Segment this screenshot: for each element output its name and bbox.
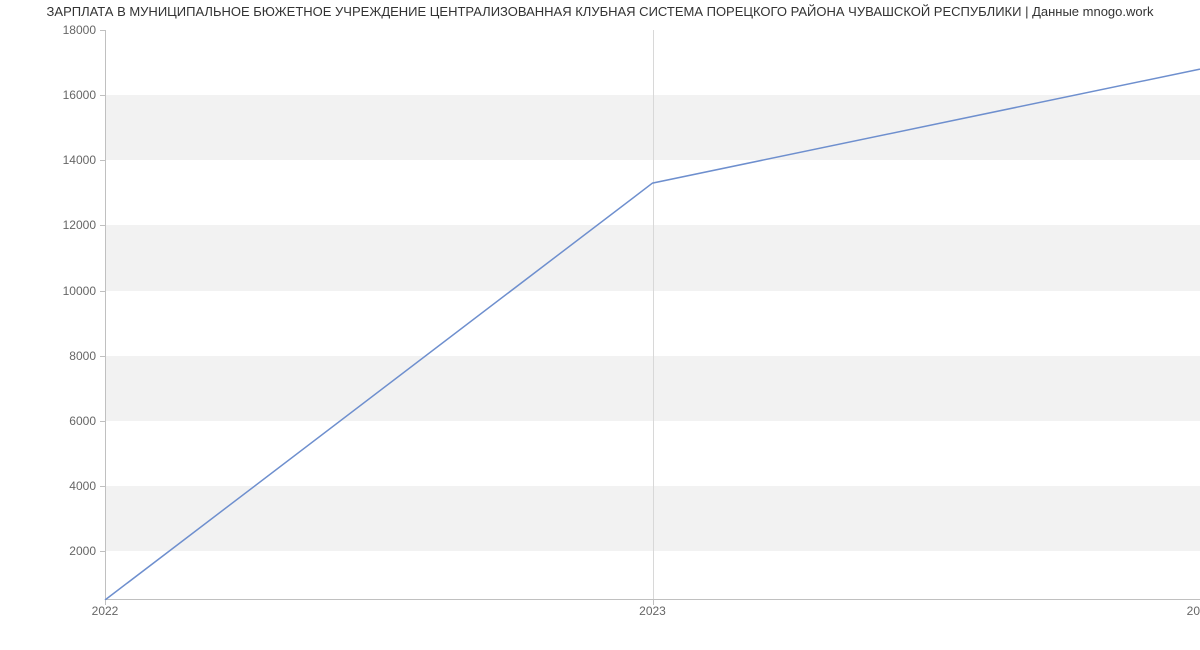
plot-area: [105, 30, 1200, 600]
y-tick-mark: [100, 95, 105, 96]
y-tick-mark: [100, 291, 105, 292]
y-tick-label: 16000: [6, 88, 96, 102]
y-tick-mark: [100, 551, 105, 552]
y-tick-mark: [100, 356, 105, 357]
x-tick-mark: [105, 600, 106, 605]
x-tick-mark: [653, 600, 654, 605]
chart-title: ЗАРПЛАТА В МУНИЦИПАЛЬНОЕ БЮЖЕТНОЕ УЧРЕЖД…: [0, 4, 1200, 19]
y-tick-mark: [100, 30, 105, 31]
x-tick-label: 2023: [639, 604, 666, 618]
x-tick-label: 2024: [1187, 604, 1200, 618]
y-tick-label: 10000: [6, 284, 96, 298]
y-tick-label: 2000: [6, 544, 96, 558]
y-tick-label: 6000: [6, 414, 96, 428]
y-tick-label: 4000: [6, 479, 96, 493]
y-tick-label: 18000: [6, 23, 96, 37]
salary-chart: ЗАРПЛАТА В МУНИЦИПАЛЬНОЕ БЮЖЕТНОЕ УЧРЕЖД…: [0, 0, 1200, 650]
y-tick-mark: [100, 421, 105, 422]
x-tick-label: 2022: [92, 604, 119, 618]
y-tick-label: 8000: [6, 349, 96, 363]
line-layer: [105, 30, 1200, 600]
y-tick-mark: [100, 160, 105, 161]
y-tick-label: 14000: [6, 153, 96, 167]
data-line: [105, 69, 1200, 600]
y-tick-mark: [100, 486, 105, 487]
y-tick-label: 12000: [6, 218, 96, 232]
y-tick-mark: [100, 225, 105, 226]
